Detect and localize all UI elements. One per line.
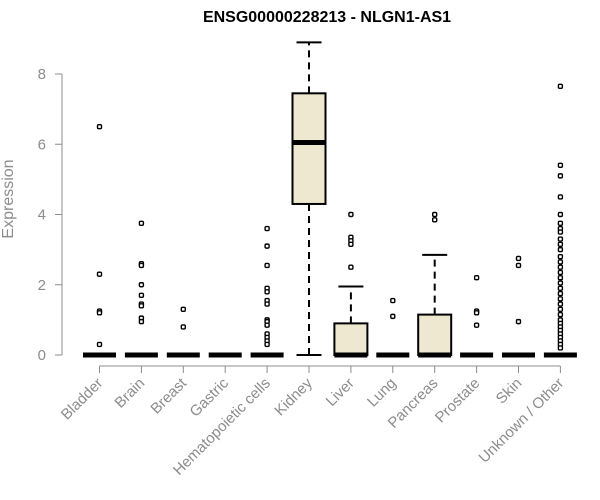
box-prostate <box>460 275 494 358</box>
outlier-point <box>557 345 564 351</box>
box-lung <box>376 297 410 358</box>
outlier-point <box>515 255 522 262</box>
x-tick-label: Skin <box>493 375 526 408</box>
outlier-point <box>557 229 564 235</box>
outlier-point <box>557 296 564 302</box>
x-tick-label: Lung <box>364 375 400 411</box>
x-tick-label: Breast <box>147 374 190 417</box>
outlier-point <box>557 311 564 318</box>
box-skin <box>502 255 535 358</box>
outlier-point <box>138 262 145 269</box>
outlier-point <box>180 306 187 313</box>
outlier-point <box>348 211 354 218</box>
outlier-point <box>96 123 103 130</box>
box-liver <box>333 211 369 358</box>
box-pancreas <box>417 211 453 358</box>
box-unknown-other <box>543 83 577 358</box>
outlier-point <box>264 225 270 232</box>
chart-title: ENSG00000228213 - NLGN1-AS1 <box>203 9 451 26</box>
x-tick-label: Liver <box>323 375 358 410</box>
outlier-point <box>557 275 564 281</box>
outlier-point <box>557 259 564 265</box>
x-tick-label: Prostate <box>432 375 484 427</box>
box-iqr <box>291 92 327 205</box>
outlier-point <box>557 211 564 218</box>
outlier-point <box>138 318 145 325</box>
x-tick-label: Brain <box>111 375 148 412</box>
outlier-point <box>515 262 522 269</box>
outlier-point <box>473 275 480 281</box>
outlier-point <box>138 220 145 226</box>
outlier-point <box>138 303 145 309</box>
outlier-point <box>264 262 270 269</box>
outlier-point <box>96 310 103 316</box>
outlier-point <box>96 341 103 348</box>
outlier-point <box>557 269 564 276</box>
box-iqr <box>417 313 453 357</box>
outlier-point <box>180 324 187 330</box>
outlier-point <box>138 292 145 298</box>
outlier-point <box>390 297 396 304</box>
outlier-point <box>473 322 480 328</box>
x-tick-label: Kidney <box>271 374 316 419</box>
box-bladder <box>83 123 116 358</box>
outlier-point <box>557 285 564 291</box>
outlier-point <box>264 322 270 328</box>
y-tick-label: 2 <box>38 277 46 294</box>
outlier-point <box>557 236 564 242</box>
outlier-point <box>96 271 103 277</box>
outlier-point <box>264 301 270 307</box>
outlier-point <box>557 173 564 179</box>
y-tick-label: 8 <box>38 66 46 83</box>
outlier-point <box>138 282 145 288</box>
box-iqr <box>333 322 369 357</box>
outlier-point <box>557 241 564 248</box>
outlier-point <box>264 243 270 249</box>
outlier-point <box>348 264 354 270</box>
outlier-point <box>557 280 564 286</box>
outlier-point <box>557 220 564 226</box>
outlier-point <box>557 253 564 260</box>
y-axis-label: Expression <box>0 159 17 238</box>
outlier-point <box>515 318 522 325</box>
outlier-point <box>557 290 564 297</box>
y-tick-label: 4 <box>38 207 46 224</box>
box-kidney <box>291 41 327 356</box>
outlier-point <box>557 83 564 89</box>
outlier-point <box>390 313 396 320</box>
y-axis: 0 2 4 6 8 <box>38 66 63 364</box>
outlier-point <box>557 246 564 253</box>
box-hematopoietic-cells <box>250 225 284 358</box>
outlier-point <box>432 217 438 223</box>
boxes-layer <box>83 41 577 358</box>
outlier-point <box>348 241 354 248</box>
box-breast <box>166 306 200 358</box>
y-tick-label: 6 <box>38 136 46 153</box>
outlier-point <box>557 264 564 270</box>
outlier-point <box>557 306 564 313</box>
outlier-point <box>557 162 564 169</box>
outlier-point <box>432 211 438 218</box>
outlier-point <box>264 341 270 348</box>
y-tick-label: 0 <box>38 347 46 364</box>
x-tick-label: Bladder <box>58 375 107 424</box>
box-brain <box>124 220 158 358</box>
outlier-point <box>264 289 270 295</box>
outlier-point <box>473 310 480 316</box>
outlier-point <box>557 301 564 307</box>
outlier-point <box>557 194 564 200</box>
